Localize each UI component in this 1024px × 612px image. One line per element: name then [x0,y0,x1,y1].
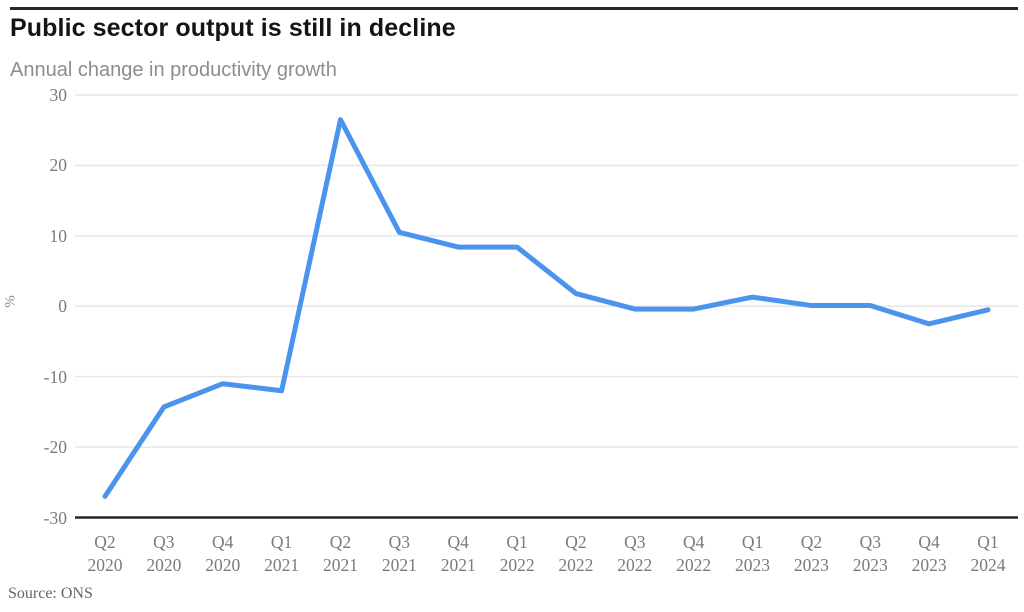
y-tick-label: 0 [58,296,67,317]
x-tick-quarter: Q2 [94,532,116,552]
x-tick-year: 2021 [322,555,358,575]
x-tick-year: 2021 [440,555,476,575]
x-tick-quarter: Q4 [447,532,469,552]
y-tick-label: -10 [43,366,67,387]
x-tick-label: Q1 2021 [247,531,317,577]
x-tick-year: 2023 [852,555,888,575]
x-tick-year: 2021 [381,555,417,575]
x-tick-quarter: Q2 [329,532,352,552]
x-tick-quarter: Q2 [800,532,823,552]
y-tick-label: 20 [49,155,68,176]
x-tick-quarter: Q3 [624,532,646,552]
x-tick-year: 2024 [970,555,1006,575]
x-tick-label: Q1 2024 [953,531,1023,577]
x-tick-year: 2023 [793,555,829,575]
x-tick-year: 2023 [911,555,947,575]
x-tick-year: 2022 [617,555,653,575]
y-tick-label: 10 [49,225,68,246]
x-tick-quarter: Q3 [859,532,881,552]
x-tick-quarter: Q3 [153,532,175,552]
chart-title: Public sector output is still in decline [10,14,456,42]
x-tick-label: Q3 2023 [835,531,905,577]
x-tick-label: Q4 2023 [894,531,964,577]
x-tick-label: Q1 2023 [718,531,788,577]
x-tick-label: Q2 2021 [305,531,375,577]
x-tick-label: Q3 2022 [600,531,670,577]
source-note: Source: ONS [8,585,93,602]
x-tick-year: 2023 [735,555,771,575]
y-tick-label: 30 [49,85,68,105]
x-tick-year: 2020 [87,555,123,575]
x-tick-quarter: Q1 [741,532,764,552]
x-tick-quarter: Q4 [682,532,705,552]
x-tick-label: Q4 2022 [659,531,729,577]
chart-subtitle: Annual change in productivity growth [10,59,337,81]
top-rule-divider [10,7,1018,10]
x-tick-quarter: Q3 [388,532,411,552]
x-tick-label: Q3 2021 [364,531,434,577]
x-tick-label: Q2 2023 [776,531,846,577]
x-tick-quarter: Q4 [212,532,234,552]
y-tick-label: -30 [43,507,67,528]
x-tick-quarter: Q1 [977,532,999,552]
x-tick-quarter: Q2 [565,532,587,552]
x-tick-quarter: Q4 [918,532,940,552]
y-tick-label: -20 [43,437,67,458]
x-tick-year: 2022 [558,555,594,575]
x-tick-quarter: Q1 [270,532,293,552]
x-tick-quarter: Q1 [506,532,528,552]
x-tick-label: Q2 2022 [541,531,611,577]
x-tick-label: Q1 2022 [482,531,552,577]
x-tick-label: Q2 2020 [70,531,140,577]
x-tick-year: 2020 [146,555,182,575]
x-tick-year: 2021 [264,555,300,575]
x-tick-label: Q4 2021 [423,531,493,577]
x-tick-label: Q4 2020 [188,531,258,577]
x-tick-label: Q3 2020 [129,531,199,577]
data-series-line [102,117,991,499]
x-tick-year: 2022 [676,555,712,575]
x-tick-year: 2020 [205,555,241,575]
x-tick-year: 2022 [499,555,535,575]
